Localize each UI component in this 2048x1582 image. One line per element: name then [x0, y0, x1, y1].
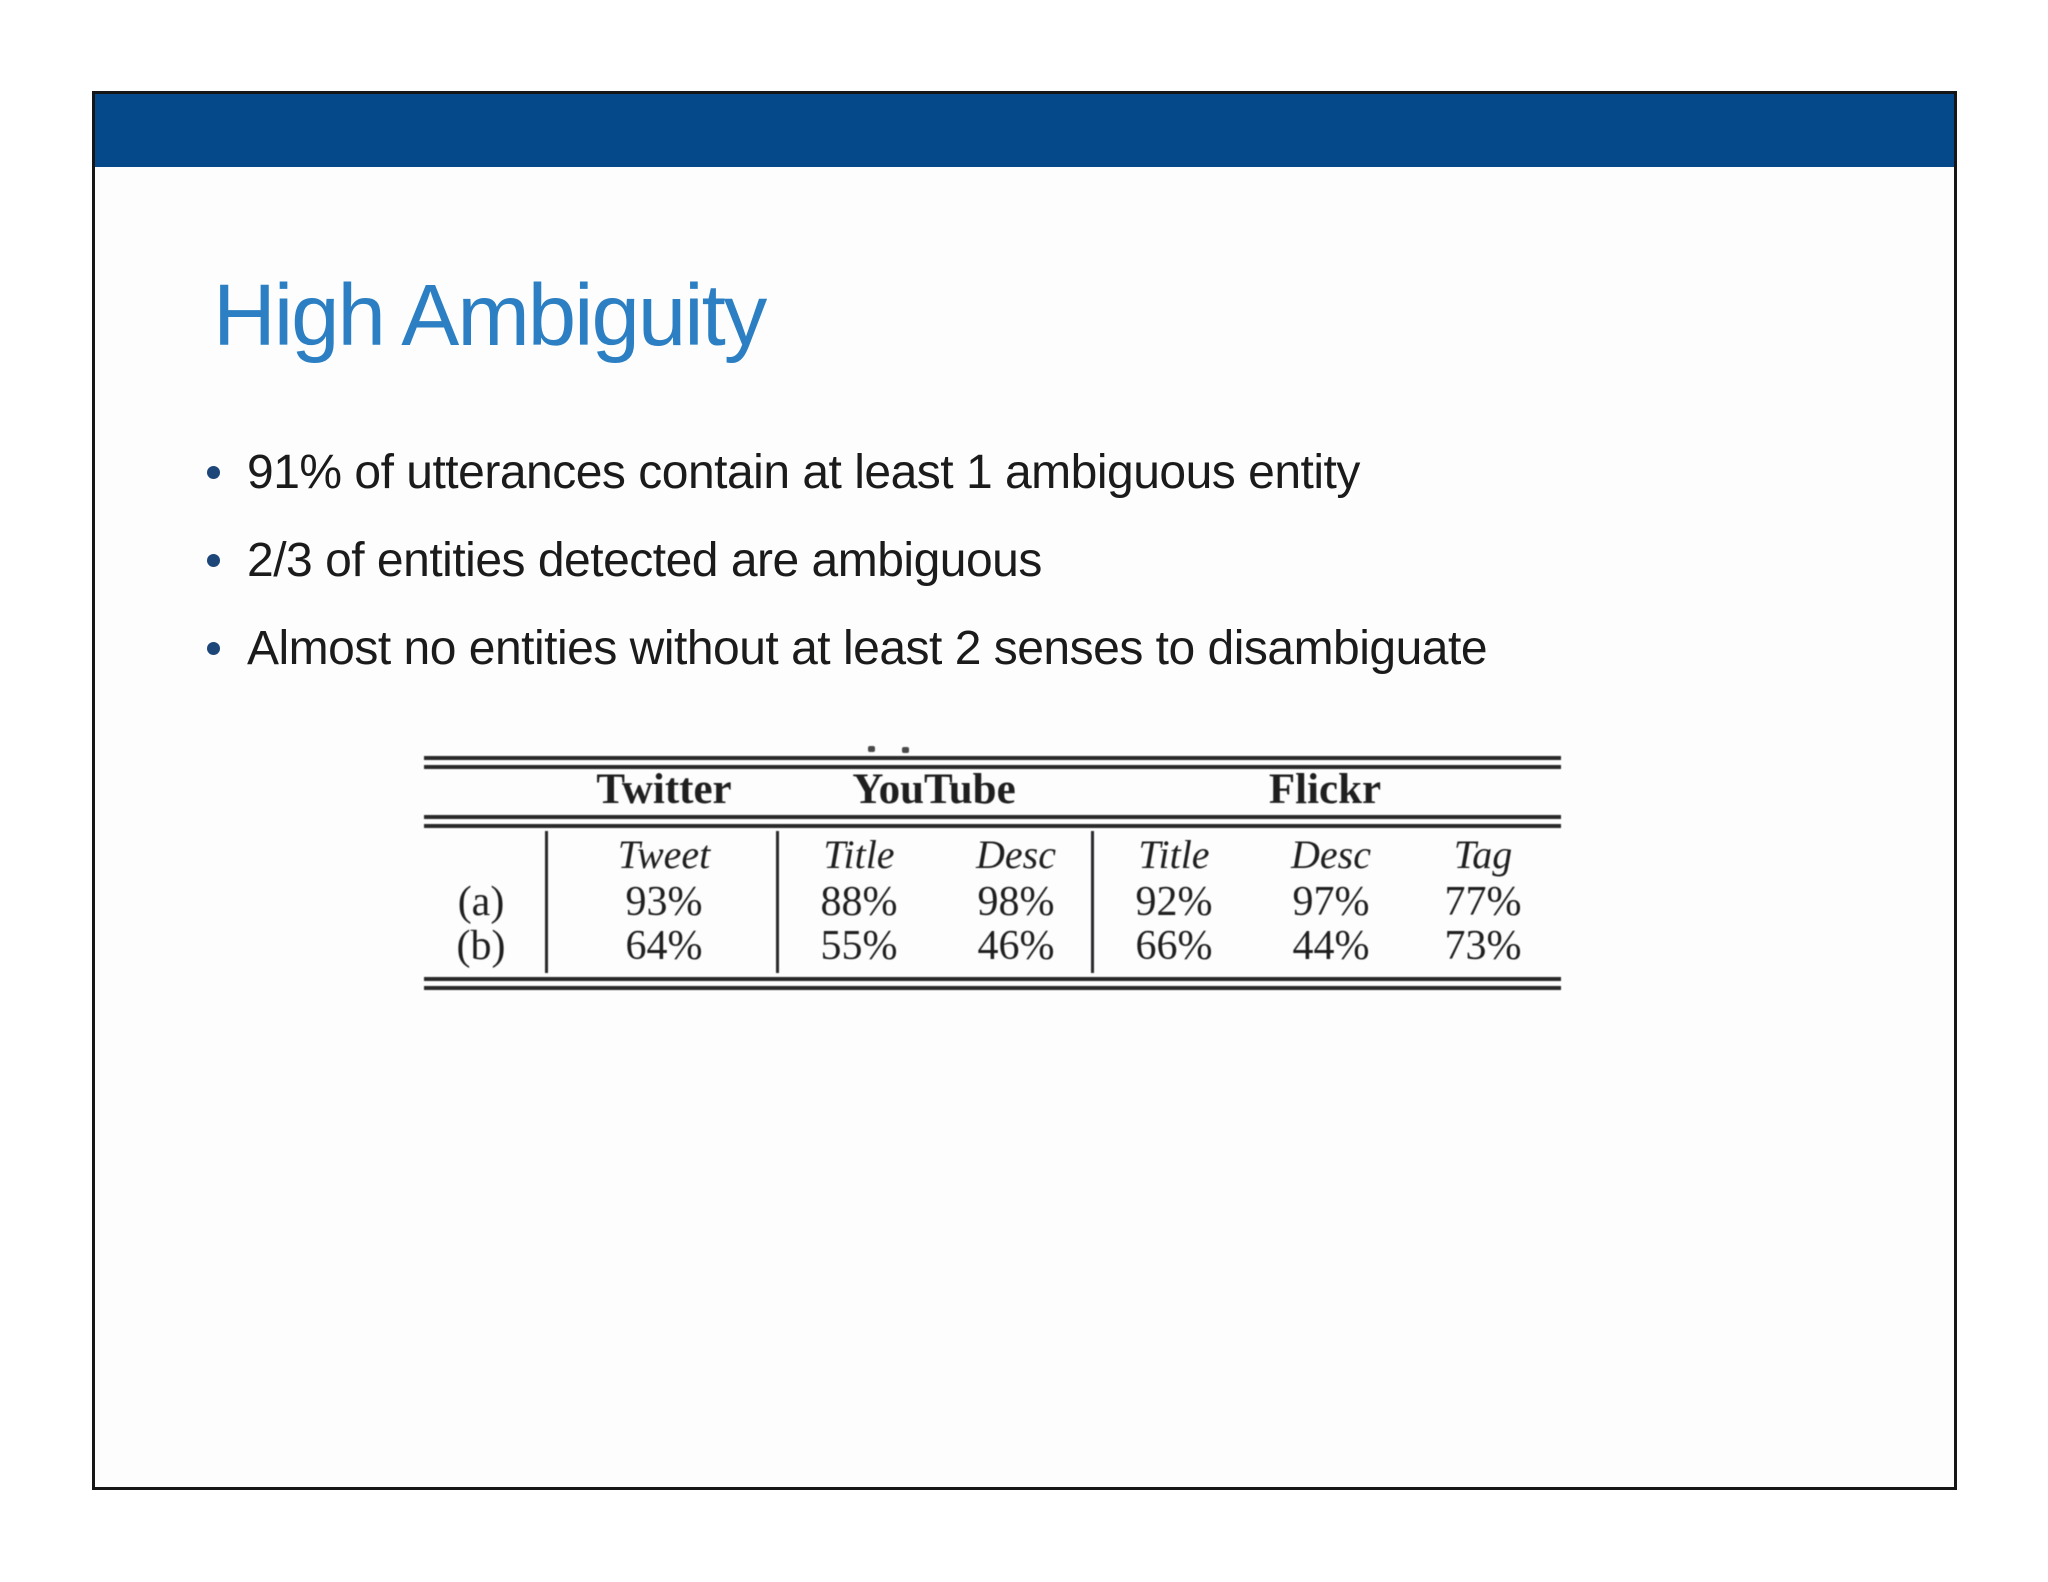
slide-header-bar	[95, 94, 1954, 167]
table-group-header: Twitter	[596, 766, 732, 813]
table-cell: 88%	[820, 879, 898, 925]
bullet-text: Almost no entities without at least 2 se…	[247, 621, 1488, 675]
table-cell: 66%	[1135, 923, 1213, 969]
table-cell: 73%	[1444, 923, 1522, 969]
bullet-item: Almost no entities without at least 2 se…	[207, 604, 1488, 692]
bullet-dot-icon	[207, 641, 220, 655]
table-cell: 97%	[1292, 879, 1370, 925]
table-group-header: Flickr	[1268, 766, 1382, 813]
table-vertical-rule	[776, 831, 779, 973]
slide-title: High Ambiguity	[213, 267, 767, 364]
table-column-header: Title	[1138, 832, 1210, 877]
table-group-header: YouTube	[852, 766, 1016, 813]
bullet-text: 91% of utterances contain at least 1 amb…	[247, 445, 1360, 499]
bullet-list: 91% of utterances contain at least 1 amb…	[207, 428, 1488, 692]
table-row-label: (b)	[456, 923, 506, 969]
table-header-rule	[424, 815, 1561, 828]
table-cell: 77%	[1444, 879, 1522, 925]
bullet-text: 2/3 of entities detected are ambiguous	[247, 533, 1042, 587]
bullet-dot-icon	[207, 553, 220, 567]
table-cell: 64%	[625, 923, 703, 969]
bullet-item: 91% of utterances contain at least 1 amb…	[207, 428, 1487, 516]
caption-remnant-dot	[902, 747, 909, 753]
table-cell: 93%	[625, 879, 703, 925]
table-column-header: Tag	[1453, 832, 1513, 877]
table-column-header: Desc	[976, 832, 1056, 877]
table-cell: 98%	[977, 879, 1055, 925]
table-cell: 44%	[1292, 923, 1370, 969]
table-column-header: Tweet	[617, 832, 711, 877]
table-column-header: Title	[823, 832, 895, 877]
table-top-rule	[424, 756, 1561, 769]
slide-canvas: High Ambiguity 91% of utterances contain…	[92, 91, 1957, 1490]
table-bottom-rule	[424, 977, 1561, 990]
table-cell: 92%	[1135, 879, 1213, 925]
table-column-header: Desc	[1291, 832, 1371, 877]
bullet-item: 2/3 of entities detected are ambiguous	[207, 516, 1487, 604]
caption-remnant-dot	[868, 746, 875, 752]
table-vertical-rule	[1091, 831, 1094, 973]
table-cell: 46%	[977, 923, 1055, 969]
bullet-dot-icon	[207, 465, 220, 479]
table-vertical-rule	[545, 831, 548, 973]
table-row-label: (a)	[457, 879, 505, 925]
table-cell: 55%	[820, 923, 898, 969]
results-table: Twitter YouTube Flickr Tweet Title Desc …	[424, 745, 1561, 990]
